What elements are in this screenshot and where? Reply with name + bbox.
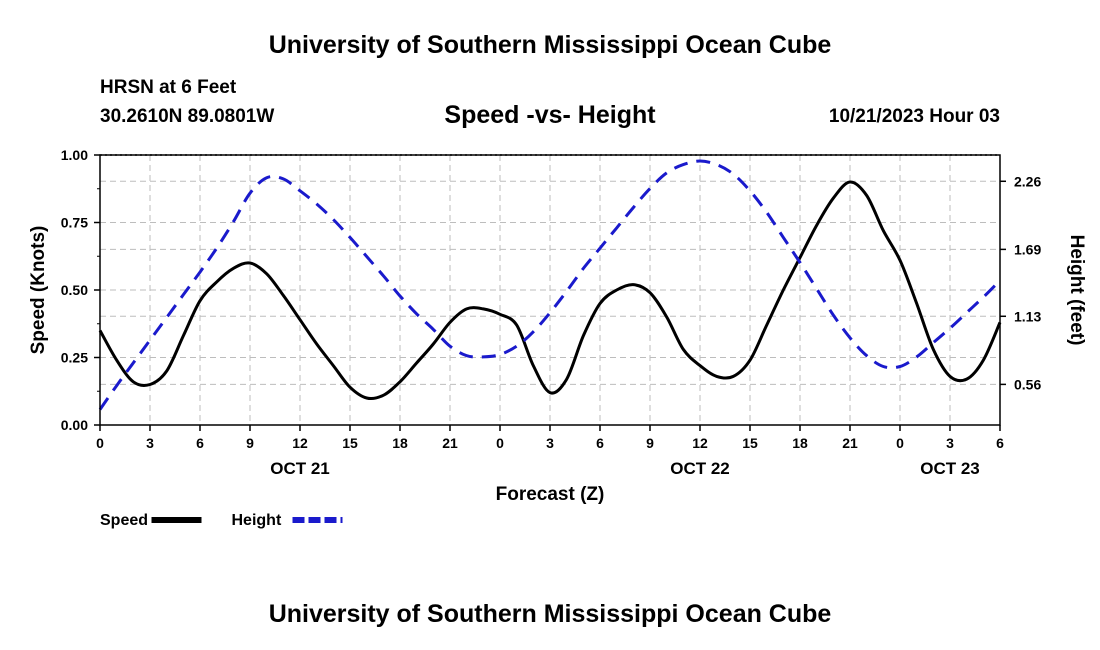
x-tick-label: 9 — [246, 435, 254, 451]
x-tick-label: 18 — [792, 435, 808, 451]
x-tick-label: 0 — [896, 435, 904, 451]
x-tick-label: 12 — [692, 435, 708, 451]
y2-tick-label: 0.56 — [1014, 376, 1041, 392]
y-tick-label: 0.50 — [61, 282, 88, 298]
x-tick-label: 21 — [842, 435, 858, 451]
page-title: University of Southern Mississippi Ocean… — [268, 31, 832, 59]
x-tick-label: 9 — [646, 435, 654, 451]
series-line-speed — [98, 180, 1002, 401]
x-tick-label: 6 — [996, 435, 1004, 451]
axes: 0 3 6 9 12 15 18 21 0 3 6 9 12 15 18 21 0 3 6 OCT 21 OCT 22 O… — [28, 147, 1087, 505]
series-line-height — [98, 159, 1002, 411]
y-axis-title: Speed (Knots) — [28, 226, 49, 355]
y-tick-label: 0.25 — [61, 350, 88, 366]
footer-title: University of Southern Mississippi Ocean… — [268, 600, 832, 628]
x-tick-label: 21 — [442, 435, 458, 451]
x-date-label: OCT 23 — [920, 459, 980, 478]
y2-tick-label: 2.26 — [1014, 173, 1041, 189]
y-tick-label: 0.00 — [61, 417, 88, 433]
y-tick-label: 1.00 — [61, 147, 88, 163]
legend-label-height: Height — [232, 512, 282, 529]
station-coordinates: 30.2610N 89.0801W — [100, 106, 275, 127]
x-date-label: OCT 22 — [670, 459, 730, 478]
forecast-datetime: 10/21/2023 Hour 03 — [828, 106, 1000, 127]
legend-label-speed: Speed — [100, 512, 148, 529]
series-layer — [98, 159, 1002, 411]
station-name: HRSN at 6 Feet — [100, 77, 237, 98]
x-tick-label: 15 — [742, 435, 758, 451]
y-tick-label: 0.75 — [61, 215, 88, 231]
x-tick-label: 18 — [392, 435, 408, 451]
x-tick-label: 3 — [146, 435, 154, 451]
x-tick-label: 0 — [96, 435, 104, 451]
x-axis-title: Forecast (Z) — [496, 484, 605, 505]
x-tick-label: 0 — [496, 435, 504, 451]
x-date-label: OCT 21 — [270, 459, 330, 478]
x-tick-label: 12 — [292, 435, 308, 451]
grid-lines — [100, 154, 1000, 425]
y2-axis-title: Height (feet) — [1066, 235, 1087, 346]
x-tick-label: 3 — [546, 435, 554, 451]
legend: Speed Height — [100, 512, 343, 529]
y2-tick-label: 1.13 — [1014, 308, 1041, 324]
x-tick-label: 6 — [196, 435, 204, 451]
y2-tick-label: 1.69 — [1014, 241, 1041, 257]
x-tick-label: 3 — [946, 435, 954, 451]
chart-title: Speed -vs- Height — [444, 101, 656, 129]
x-tick-label: 6 — [596, 435, 604, 451]
x-tick-label: 15 — [342, 435, 358, 451]
